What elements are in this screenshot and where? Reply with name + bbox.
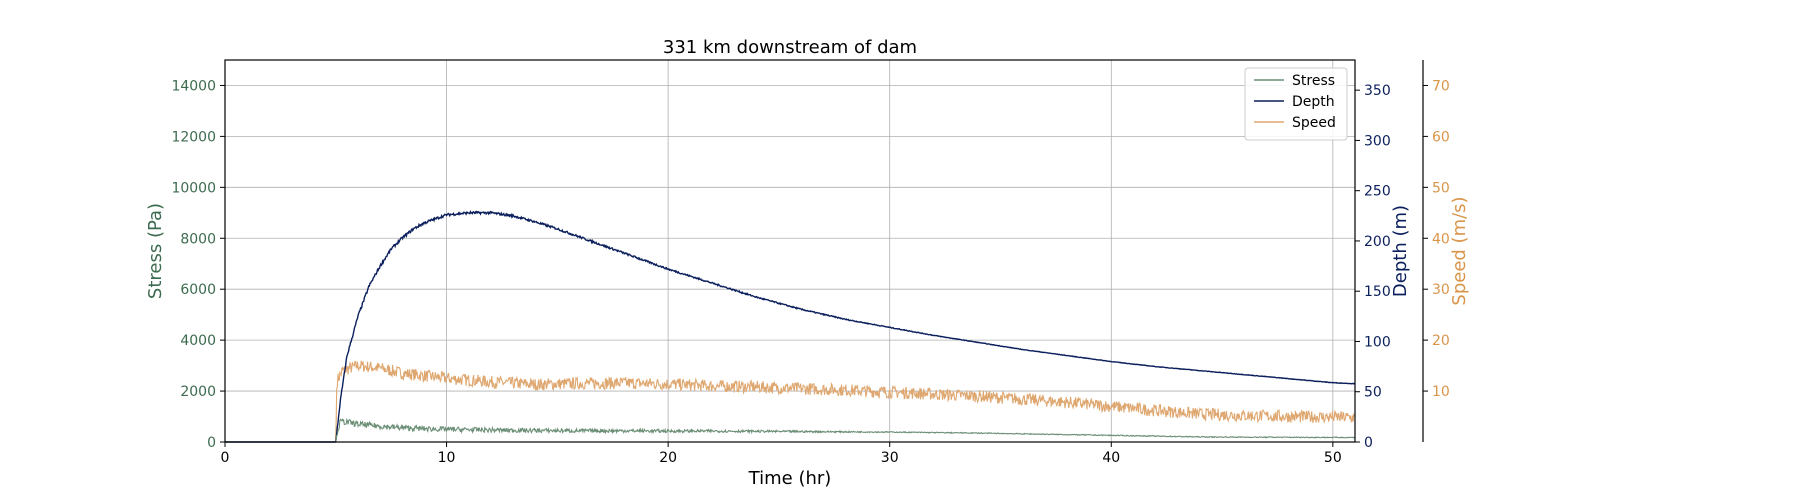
legend-label-speed: Speed	[1292, 115, 1336, 131]
series-layer	[225, 210, 1356, 443]
depth-tick-label: 50	[1364, 385, 1382, 401]
depth-tick-label: 300	[1364, 133, 1391, 149]
speed-tick-label: 20	[1432, 333, 1450, 349]
depth-tick-label: 150	[1364, 284, 1391, 300]
x-tick-label: 40	[1102, 450, 1120, 466]
x-axis-label: Time (hr)	[748, 468, 832, 489]
stress-tick-label: 4000	[180, 333, 216, 349]
stress-tick-label: 0	[207, 435, 216, 451]
chart-title: 331 km downstream of dam	[663, 37, 917, 58]
speed-axis-label: Speed (m/s)	[1449, 196, 1470, 305]
stress-tick-label: 8000	[180, 231, 216, 247]
grid	[224, 60, 1355, 443]
speed-tick-label: 50	[1432, 180, 1450, 196]
speed-tick-label: 60	[1432, 129, 1450, 145]
speed-tick-label: 30	[1432, 282, 1450, 298]
depth-tick-label: 0	[1364, 435, 1373, 451]
axes: 0 10 20 30 40 5002000400060008000100001200014…	[171, 60, 1450, 466]
legend-label-depth: Depth	[1292, 94, 1335, 110]
depth-tick-label: 200	[1364, 234, 1391, 250]
speed-tick-label: 40	[1432, 231, 1450, 247]
speed-tick-label: 70	[1432, 78, 1450, 94]
stress-tick-label: 14000	[171, 78, 216, 94]
stress-tick-label: 6000	[180, 282, 216, 298]
x-tick-label: 50	[1324, 450, 1342, 466]
plot-frame	[224, 59, 1356, 443]
series-line-stress	[225, 417, 1355, 443]
series-line-depth	[225, 210, 1356, 443]
depth-tick-label: 350	[1364, 83, 1391, 99]
x-tick-label: 30	[881, 450, 899, 466]
speed-tick-label: 10	[1432, 384, 1450, 400]
depth-tick-label: 250	[1364, 184, 1391, 200]
x-tick-label: 10	[438, 450, 456, 466]
depth-axis-label: Depth (m)	[1390, 205, 1411, 297]
legend-label-stress: Stress	[1292, 73, 1335, 89]
stress-tick-label: 12000	[171, 129, 216, 145]
x-tick-label: 0	[221, 450, 230, 466]
depth-tick-label: 100	[1364, 334, 1391, 350]
legend: Stress Depth Speed	[1244, 67, 1348, 141]
series-line-speed	[225, 360, 1356, 443]
stress-tick-label: 10000	[171, 180, 216, 196]
stress-axis-label: Stress (Pa)	[145, 203, 166, 299]
x-tick-label: 20	[659, 450, 677, 466]
stress-tick-label: 2000	[180, 384, 216, 400]
